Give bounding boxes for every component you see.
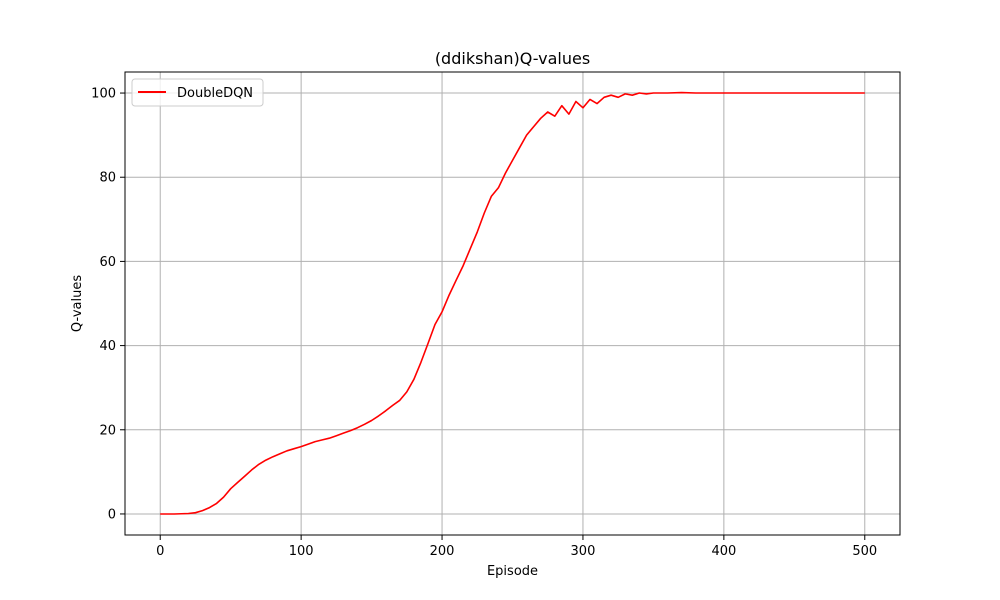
- x-axis-ticks: 0 100 200 300 400 500: [156, 535, 877, 559]
- grid: [125, 72, 900, 535]
- y-tick-label: 20: [99, 423, 116, 438]
- x-tick-label: 500: [852, 544, 877, 559]
- x-tick-label: 100: [289, 544, 314, 559]
- y-tick-label: 80: [99, 171, 116, 186]
- y-tick-label: 40: [99, 339, 116, 354]
- x-tick-label: 300: [571, 544, 596, 559]
- y-axis-label: Q-values: [70, 275, 85, 332]
- series-line-doubledqn: [160, 91, 865, 515]
- y-tick-label: 0: [108, 507, 116, 522]
- legend: DoubleDQN: [131, 78, 264, 107]
- plot-frame: [124, 71, 901, 536]
- y-tick-label: 100: [91, 87, 116, 102]
- x-tick-label: 400: [711, 544, 736, 559]
- x-axis-label: Episode: [487, 564, 538, 579]
- y-axis-ticks: 0 20 40 60 80 100: [91, 87, 125, 522]
- x-tick-label: 200: [430, 544, 455, 559]
- x-tick-label: 0: [156, 544, 164, 559]
- series-layer: [160, 91, 865, 515]
- chart-title: (ddikshan)Q-values: [435, 49, 590, 68]
- y-tick-label: 60: [99, 255, 116, 270]
- legend-box: [131, 78, 264, 107]
- legend-entry-label: DoubleDQN: [177, 86, 253, 101]
